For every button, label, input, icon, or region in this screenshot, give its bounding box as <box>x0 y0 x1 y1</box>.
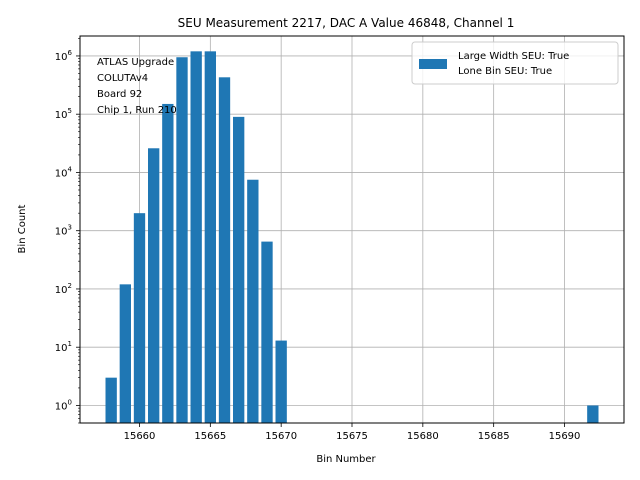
legend-entry-line: Lone Bin SEU: True <box>458 66 552 77</box>
legend: Large Width SEU: True Lone Bin SEU: True <box>411 41 619 85</box>
x-tick-label: 15675 <box>336 431 368 442</box>
annotation-line: Board 92 <box>97 89 142 100</box>
histogram-bar <box>218 77 231 424</box>
annotation-line: Chip 1, Run 210 <box>97 105 177 116</box>
chart-title: SEU Measurement 2217, DAC A Value 46848,… <box>178 16 515 30</box>
annotation-line: COLUTAv4 <box>97 73 148 84</box>
histogram-bar <box>233 116 245 423</box>
y-tick-label: 104 <box>55 165 73 179</box>
histogram-bar <box>176 57 188 424</box>
y-tick-label: 100 <box>55 398 72 412</box>
x-axis-label: Bin Number <box>316 454 376 465</box>
y-tick-label: 103 <box>55 224 72 238</box>
x-tick-label: 15685 <box>478 431 510 442</box>
y-axis-label: Bin Count <box>17 204 28 253</box>
x-tick-label: 15665 <box>194 431 226 442</box>
annotation-line: ATLAS Upgrade <box>97 57 174 68</box>
histogram-bar <box>133 213 146 423</box>
histogram-bar <box>587 405 599 423</box>
bars-layer <box>105 51 599 424</box>
histogram-bar <box>162 103 174 423</box>
histogram-bar <box>148 148 160 423</box>
x-tick-label: 15660 <box>124 431 156 442</box>
x-tick-label: 15680 <box>407 431 439 442</box>
ticks-layer: 15660 15665 15670 15675 15680 15685 15690 100 10… <box>55 38 581 442</box>
y-tick-label: 105 <box>55 107 72 121</box>
histogram-bar <box>247 179 259 423</box>
legend-swatch <box>419 59 447 69</box>
x-tick-label: 15670 <box>265 431 297 442</box>
legend-entry-line: Large Width SEU: True <box>458 51 569 62</box>
histogram-bar <box>275 340 287 423</box>
histogram-bar <box>105 377 117 423</box>
x-tick-label: 15690 <box>549 431 581 442</box>
y-tick-label: 106 <box>55 49 73 63</box>
histogram-bar <box>204 51 216 423</box>
histogram-bar <box>261 241 273 423</box>
histogram-bar <box>190 51 202 423</box>
histogram-bar <box>119 284 131 423</box>
legend-box <box>411 41 619 85</box>
chip-info-annotation: ATLAS Upgrade COLUTAv4 Board 92 Chip 1, Ru… <box>97 57 177 116</box>
y-tick-label: 101 <box>55 340 72 354</box>
y-tick-label: 102 <box>55 282 72 296</box>
